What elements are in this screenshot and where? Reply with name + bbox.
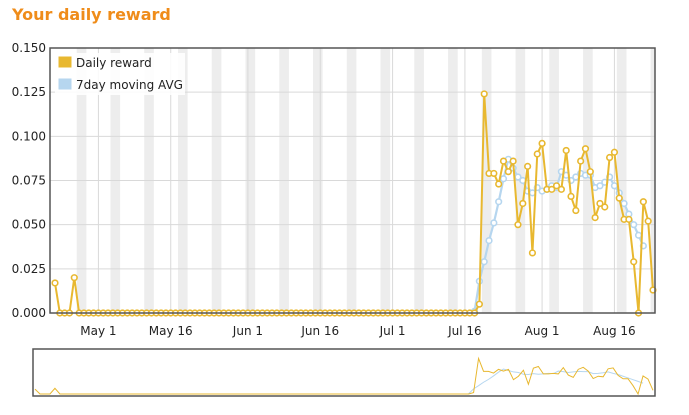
overview-navigator[interactable] <box>32 348 656 397</box>
daily-series-point <box>495 180 503 188</box>
plot-frame <box>49 47 656 314</box>
x-tick-label: Jun 16 <box>300 324 339 338</box>
daily-series-point <box>552 182 561 190</box>
y-tick-label: 0.075 <box>12 174 46 188</box>
daily-series-point <box>630 258 638 266</box>
avg-series-point <box>630 221 638 229</box>
daily-series-point <box>504 168 512 176</box>
avg-series-point <box>610 182 619 190</box>
x-tick-label: May 16 <box>149 324 193 338</box>
y-tick-label: 0.050 <box>12 218 46 232</box>
avg-series-point <box>596 182 604 190</box>
daily-series-point <box>51 279 59 287</box>
avg-series-point <box>620 199 628 208</box>
overview-avg-line <box>468 368 644 395</box>
legend-swatch-daily <box>57 55 73 69</box>
daily-series-point <box>586 168 594 176</box>
daily-series-point <box>625 215 633 223</box>
daily-series-point <box>519 199 527 208</box>
daily-series-point <box>480 90 488 98</box>
x-tick-label: May 1 <box>80 324 116 338</box>
x-tick-label: Jun 1 <box>232 324 263 338</box>
legend: Daily reward 7day moving AVG <box>55 53 185 95</box>
avg-series-point <box>499 175 508 183</box>
daily-series-point <box>490 169 498 178</box>
daily-series-point <box>548 185 556 193</box>
daily-series-point <box>562 146 570 155</box>
x-tick-label: Jul 1 <box>379 324 406 338</box>
daily-series-point <box>615 194 623 202</box>
daily-series-point <box>538 139 546 147</box>
y-tick-label: 0.150 <box>12 41 46 55</box>
daily-series-point <box>70 274 78 282</box>
daily-series-point <box>524 162 532 170</box>
legend-label-avg: 7day moving AVG <box>76 78 183 92</box>
avg-series-point <box>490 219 498 227</box>
daily-series-point <box>596 199 604 208</box>
daily-series-point <box>475 300 483 308</box>
daily-series-point <box>601 203 609 211</box>
legend-label-daily: Daily reward <box>76 56 152 70</box>
avg-series-point <box>485 236 493 245</box>
daily-series-point <box>605 153 614 162</box>
avg-series-point <box>480 258 488 266</box>
daily-series-point <box>557 185 565 193</box>
avg-series-point <box>634 231 643 239</box>
daily-series-point <box>644 217 652 225</box>
daily-series-point <box>591 214 599 222</box>
daily-series-point <box>528 249 537 257</box>
y-tick-label: 0.100 <box>12 129 46 143</box>
x-tick-label: Aug 1 <box>525 324 560 338</box>
daily-series-point <box>509 157 517 165</box>
daily-series-point <box>567 192 575 200</box>
daily-series-point <box>572 206 580 215</box>
overview-lines <box>34 356 654 396</box>
y-tick-label: 0.000 <box>12 306 46 320</box>
daily-series-point <box>639 198 647 206</box>
daily-series-point <box>610 148 619 156</box>
avg-series-point <box>495 198 503 206</box>
daily-series-point <box>499 157 508 165</box>
x-tick-label: Aug 16 <box>593 324 636 338</box>
overview-daily-line <box>34 356 654 396</box>
y-tick-label: 0.125 <box>12 85 46 99</box>
daily-series-point <box>581 145 590 153</box>
legend-swatch-avg <box>57 77 73 91</box>
y-tick-label: 0.025 <box>12 262 46 276</box>
daily-series-point <box>533 150 541 158</box>
page-title: Your daily reward <box>12 5 171 24</box>
daily-series-point <box>514 221 522 229</box>
daily-series-point <box>577 157 585 165</box>
x-axis: May 1 May 16 Jun 1 Jun 16 Jul 1 Jul 16 Aug 1 Au… <box>80 324 635 338</box>
y-axis: 0.000 0.025 0.050 0.075 0.100 0.125 0.150 <box>12 41 46 320</box>
x-tick-label: Jul 16 <box>447 324 482 338</box>
